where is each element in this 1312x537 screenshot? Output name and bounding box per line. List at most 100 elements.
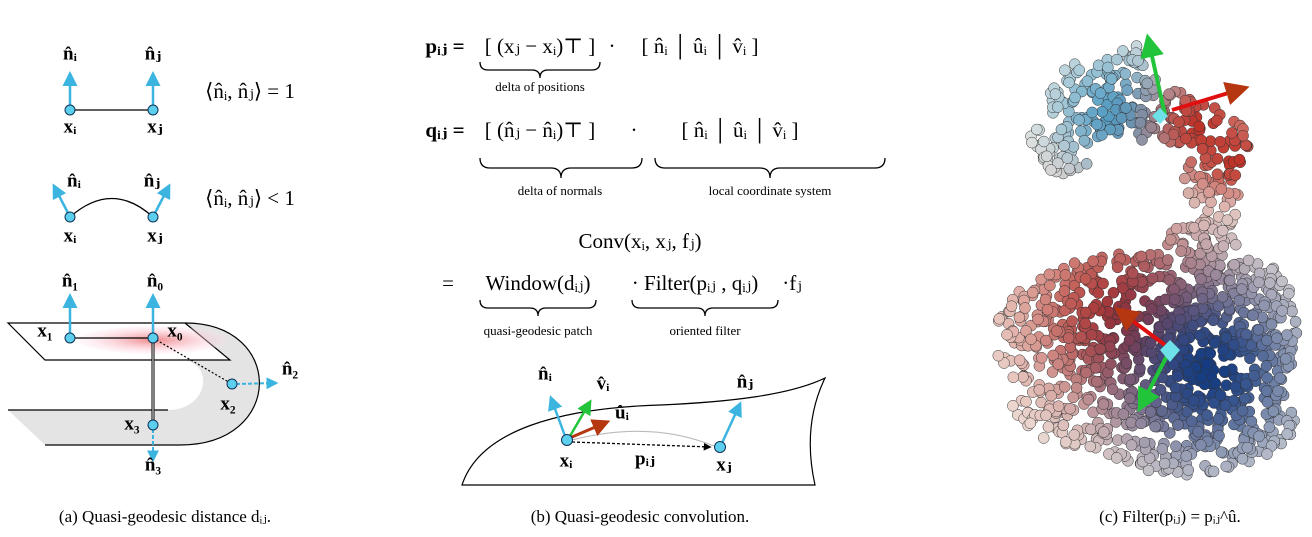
atom — [1213, 413, 1224, 424]
label: n̂₂ — [282, 358, 299, 379]
atom — [1065, 403, 1076, 414]
equation: qᵢⱼ = — [425, 118, 464, 142]
underbrace — [632, 300, 778, 316]
atom — [1147, 273, 1158, 284]
atom — [1083, 394, 1094, 405]
atom — [1271, 333, 1282, 344]
underbrace — [480, 300, 596, 316]
equation: Window(dᵢⱼ) — [486, 271, 591, 295]
atom — [1189, 222, 1200, 233]
brace-label: local coordinate system — [709, 183, 832, 198]
atom — [1116, 113, 1127, 124]
atom — [1031, 124, 1042, 135]
atom — [1118, 409, 1129, 420]
atom — [1121, 358, 1132, 369]
atom — [1257, 312, 1268, 323]
atom — [1228, 339, 1239, 350]
atom — [994, 313, 1005, 324]
atom — [1139, 437, 1150, 448]
point — [65, 105, 75, 115]
atom — [1262, 372, 1273, 383]
atom — [1244, 353, 1255, 364]
atom — [1208, 466, 1219, 477]
atom — [1080, 273, 1091, 284]
panel-b: pᵢⱼ = [ (xⱼ − xᵢ)⊤ ] · [ n̂ᵢ │ ûᵢ │ v̂ᵢ … — [425, 33, 885, 526]
atom — [1197, 293, 1208, 304]
atom — [1095, 343, 1106, 354]
label: xᵢ — [560, 450, 574, 471]
atom — [1097, 106, 1108, 117]
normal-arrow — [236, 383, 276, 384]
atom — [1241, 329, 1252, 340]
atom — [1145, 406, 1156, 417]
atom — [1102, 62, 1113, 73]
equation: Conv(xᵢ, xⱼ, fⱼ) — [578, 229, 701, 253]
equation: ·fⱼ — [782, 271, 802, 295]
atom — [1196, 372, 1207, 383]
atom — [1179, 173, 1190, 184]
panel-a: n̂ᵢ n̂ⱼ xᵢ xⱼ ⟨n̂ᵢ, n̂ⱼ⟩ = 1 n̂ᵢ n̂ⱼ xᵢ … — [8, 43, 298, 526]
atom — [1053, 359, 1064, 370]
atom — [1221, 461, 1232, 472]
atom — [1195, 440, 1206, 451]
atom — [1266, 319, 1277, 330]
atom — [1112, 262, 1123, 273]
atom — [1173, 420, 1184, 431]
atom — [1042, 304, 1053, 315]
equation: · Filter(pᵢⱼ , qᵢⱼ) — [632, 271, 758, 295]
atom — [1136, 418, 1147, 429]
atom — [1239, 393, 1250, 404]
brace-label: oriented filter — [669, 323, 741, 338]
atom — [1287, 306, 1298, 317]
point — [148, 333, 158, 343]
atom — [1197, 143, 1208, 154]
atom — [1230, 170, 1241, 181]
atom — [1248, 310, 1259, 321]
atom — [1234, 154, 1245, 165]
atom — [1124, 335, 1135, 346]
label: n̂ⱼ — [144, 170, 161, 191]
atom — [1104, 341, 1115, 352]
point — [148, 212, 158, 222]
atom — [1059, 286, 1070, 297]
atom — [1189, 197, 1200, 208]
label: n̂₀ — [147, 270, 164, 291]
equation: [ (n̂ⱼ − n̂ᵢ)⊤ ] — [485, 118, 596, 142]
label: v̂ᵢ — [597, 373, 611, 394]
edge — [70, 199, 153, 218]
atom — [1040, 335, 1051, 346]
atom — [1058, 420, 1069, 431]
label: xⱼ — [716, 454, 732, 475]
atom — [1026, 334, 1037, 345]
atom — [1136, 251, 1147, 262]
atom — [1194, 330, 1205, 341]
atom — [1007, 400, 1018, 411]
atom — [1014, 312, 1025, 323]
atom — [1151, 397, 1162, 408]
atom — [1082, 76, 1093, 87]
atom — [1219, 201, 1230, 212]
atom — [1081, 367, 1092, 378]
point — [715, 442, 726, 453]
label: x₁ — [37, 320, 52, 341]
atom — [1212, 169, 1223, 180]
atom — [1155, 384, 1166, 395]
label: n̂ⱼ — [145, 43, 162, 64]
atom — [1038, 136, 1049, 147]
caption: (b) Quasi-geodesic convolution. — [531, 507, 750, 526]
label: n̂₃ — [145, 454, 162, 475]
atom — [1201, 358, 1212, 369]
point — [65, 212, 75, 222]
brace-label: delta of normals — [518, 183, 602, 198]
atom — [1277, 305, 1288, 316]
atom — [1211, 115, 1222, 126]
atom — [1198, 220, 1209, 231]
atom — [1261, 361, 1272, 372]
atom — [1105, 358, 1116, 369]
atom — [1146, 122, 1157, 133]
atom — [1224, 275, 1235, 286]
atom — [1280, 353, 1291, 364]
caption: (c) Filter(pᵢⱼ) = pᵢⱼ^û. — [1099, 507, 1241, 526]
atom — [1044, 269, 1055, 280]
atom — [1218, 345, 1229, 356]
